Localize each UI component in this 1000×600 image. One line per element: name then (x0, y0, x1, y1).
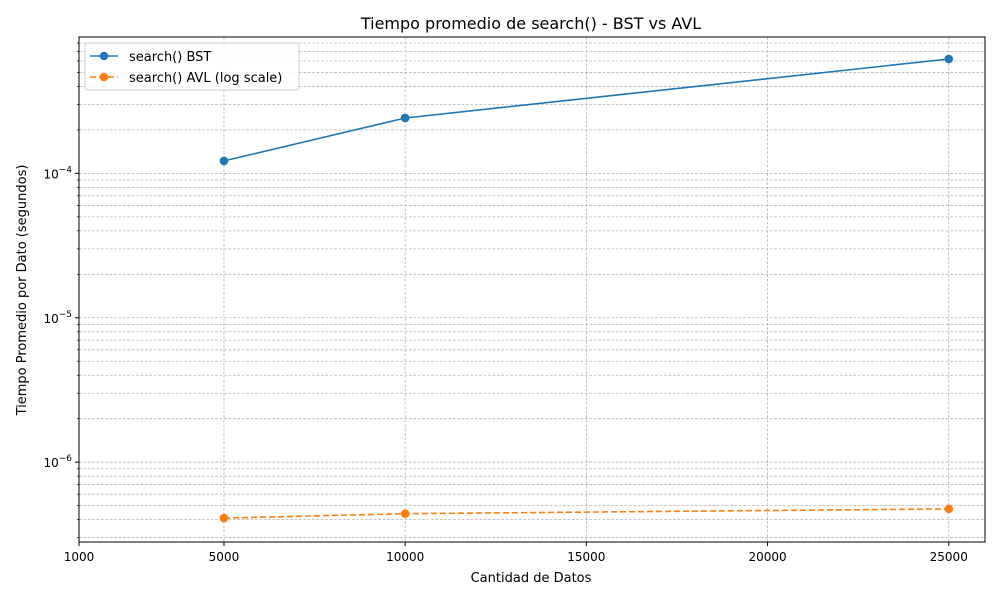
series-0-point (219, 156, 229, 166)
x-tick-label: 5000 (209, 550, 240, 564)
legend-label-0: search() BST (129, 50, 211, 65)
legend-marker-0 (99, 51, 109, 61)
legend-label-1: search() AVL (log scale) (129, 71, 282, 86)
series-1-point (944, 504, 954, 514)
x-axis-label: Cantidad de Datos (471, 571, 592, 586)
series-0-point (944, 54, 954, 64)
x-tick-label: 25000 (930, 550, 968, 564)
grid (78, 37, 985, 542)
axes: 1000 5000 10000 15000 20000 25000 10−6 10−5 10−4 (43, 42, 968, 564)
legend-marker-1 (99, 72, 109, 82)
legend-box (84, 42, 300, 91)
x-tick-label: 1000 (64, 550, 95, 564)
x-tick-label: 15000 (567, 550, 605, 564)
x-tick-label: 10000 (386, 550, 424, 564)
series-1-point (219, 513, 229, 523)
y-tick-label: 10−6 (43, 454, 72, 470)
plot-frame (78, 36, 986, 543)
series-0-point (400, 113, 410, 123)
y-tick-label: 10−4 (43, 165, 72, 181)
legend: search() BST search() AVL (log scale) (84, 42, 300, 91)
x-tick-label: 20000 (748, 550, 786, 564)
y-axis-label: Tiempo Promedio por Dato (segundos) (15, 165, 30, 417)
chart-title: Tiempo promedio de search() - BST vs AVL (360, 14, 701, 33)
y-tick-label: 10−5 (43, 310, 72, 326)
series-1-point (400, 509, 410, 518)
series-layer (219, 54, 954, 523)
